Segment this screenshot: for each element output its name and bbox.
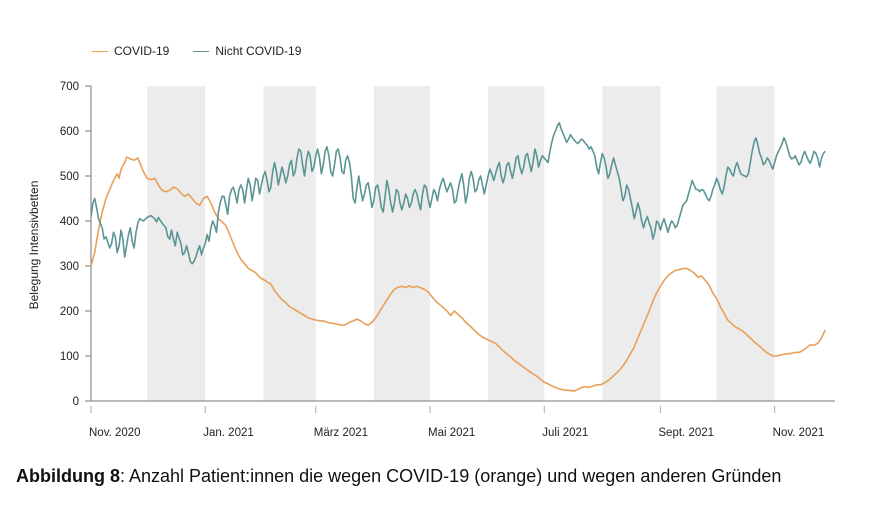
legend-label-covid: COVID-19 bbox=[114, 44, 170, 58]
month-bands bbox=[147, 86, 775, 401]
x-tick-label: März 2021 bbox=[314, 427, 368, 439]
y-axis: 0 100 200 300 400 500 600 700 bbox=[60, 81, 92, 408]
x-axis: Nov. 2020 Jan. 2021 März 2021 Mai 2021 Juli … bbox=[89, 400, 835, 439]
x-tick-label: Sept. 2021 bbox=[658, 427, 714, 439]
y-tick-label: 700 bbox=[60, 81, 79, 93]
legend-swatch-non-covid bbox=[193, 50, 210, 52]
y-tick-label: 500 bbox=[60, 171, 79, 183]
month-band bbox=[263, 86, 316, 401]
y-tick-label: 600 bbox=[60, 126, 79, 138]
legend: COVID-19 Nicht COVID-19 bbox=[92, 44, 301, 58]
legend-label-non-covid: Nicht COVID-19 bbox=[215, 44, 302, 58]
legend-item-non-covid[interactable]: Nicht COVID-19 bbox=[193, 44, 301, 58]
figure-caption: Abbildung 8: Anzahl Patient:innen die we… bbox=[16, 466, 781, 487]
x-tick-label: Mai 2021 bbox=[428, 427, 475, 439]
legend-item-covid[interactable]: COVID-19 bbox=[92, 44, 169, 58]
x-tick-label: Nov. 2021 bbox=[773, 427, 825, 439]
series-line-covid bbox=[90, 156, 826, 392]
y-tick-label: 0 bbox=[73, 396, 79, 408]
month-band bbox=[488, 86, 545, 401]
y-tick-label: 100 bbox=[60, 351, 79, 363]
y-axis-title: Belegung Intensivbetten bbox=[27, 181, 41, 310]
x-tick-label: Jan. 2021 bbox=[203, 427, 254, 439]
legend-swatch-covid bbox=[92, 50, 108, 52]
y-tick-label: 200 bbox=[60, 306, 79, 318]
month-band bbox=[602, 86, 661, 401]
x-tick-label: Juli 2021 bbox=[542, 427, 588, 439]
caption-label: Abbildung 8 bbox=[16, 466, 120, 486]
x-tick-label: Nov. 2020 bbox=[89, 427, 141, 439]
series-line-non-covid bbox=[90, 122, 826, 265]
caption-text: : Anzahl Patient:innen die wegen COVID-1… bbox=[119, 466, 782, 486]
month-band bbox=[716, 86, 775, 401]
month-band bbox=[373, 86, 431, 401]
y-tick-label: 300 bbox=[60, 261, 79, 273]
y-tick-label: 400 bbox=[60, 216, 79, 228]
series-lines bbox=[90, 122, 826, 392]
